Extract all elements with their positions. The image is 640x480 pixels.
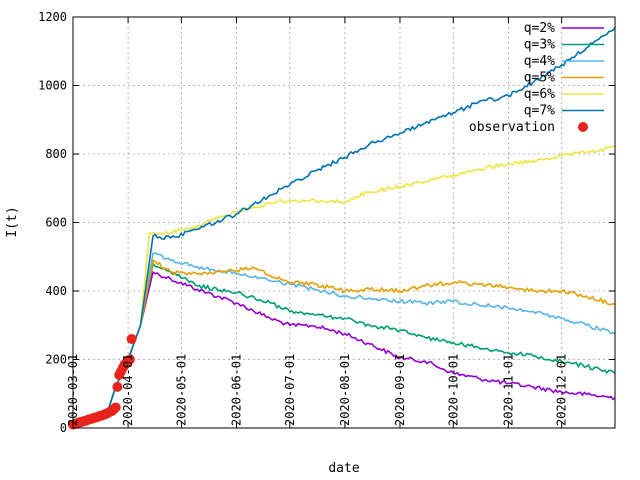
- x-tick-label: 2020-11-01: [501, 354, 515, 426]
- y-tick-label: 800: [45, 147, 67, 161]
- x-tick-label: 2020-09-01: [393, 354, 407, 426]
- x-axis-label: date: [328, 461, 359, 476]
- legend-label: q=5%: [524, 71, 555, 86]
- series-line-q=4%: [72, 252, 616, 426]
- y-tick-label: 1000: [38, 79, 67, 93]
- x-tick-label: 2020-04-01: [121, 354, 135, 426]
- legend-label: q=2%: [524, 21, 555, 36]
- x-tick-label: 2020-07-01: [283, 354, 297, 426]
- series-line-q=2%: [72, 270, 616, 426]
- series-line-q=6%: [72, 144, 616, 426]
- observation-point: [126, 333, 137, 344]
- observation-point: [124, 354, 135, 365]
- y-axis-label: I(t): [5, 206, 20, 237]
- observation-point: [112, 381, 123, 392]
- legend: q=2% q=3%q=4% q=5%q=6% q=7%observation: [469, 21, 604, 135]
- x-tick-label: 2020-06-01: [229, 354, 243, 426]
- x-tick-label: 2020-12-01: [555, 354, 569, 426]
- y-tick-label: 0: [60, 421, 67, 435]
- x-tick-label: 2020-08-01: [338, 354, 352, 426]
- y-tick-label: 1200: [38, 10, 67, 24]
- series-line-q=5%: [72, 258, 616, 426]
- legend-label: q=7%: [524, 104, 555, 119]
- legend-label: q=3%: [524, 38, 555, 53]
- observation-points: [68, 333, 137, 430]
- y-tick-label: 400: [45, 284, 67, 298]
- observation-point: [110, 402, 121, 413]
- x-tick-label: 2020-05-01: [174, 354, 188, 426]
- x-tick-label: 2020-10-01: [446, 354, 460, 426]
- y-tick-label: 200: [45, 353, 67, 367]
- y-axis-ticks: 0 200 400 600 800 1000 1200: [38, 10, 615, 435]
- series-line-q=3%: [72, 261, 616, 426]
- legend-label: q=6%: [524, 87, 555, 102]
- x-tick-label: 2020-03-01: [66, 354, 80, 426]
- y-tick-label: 600: [45, 216, 67, 230]
- x-axis-ticks: 2020-03-01 2020-04-01 2020-05-01 2020-06-01…: [66, 17, 569, 428]
- series-line-q=7%: [72, 26, 616, 426]
- legend-swatch: [578, 122, 588, 132]
- legend-label: observation: [469, 120, 555, 135]
- series-lines: [72, 26, 616, 426]
- legend-label: q=4%: [524, 54, 555, 69]
